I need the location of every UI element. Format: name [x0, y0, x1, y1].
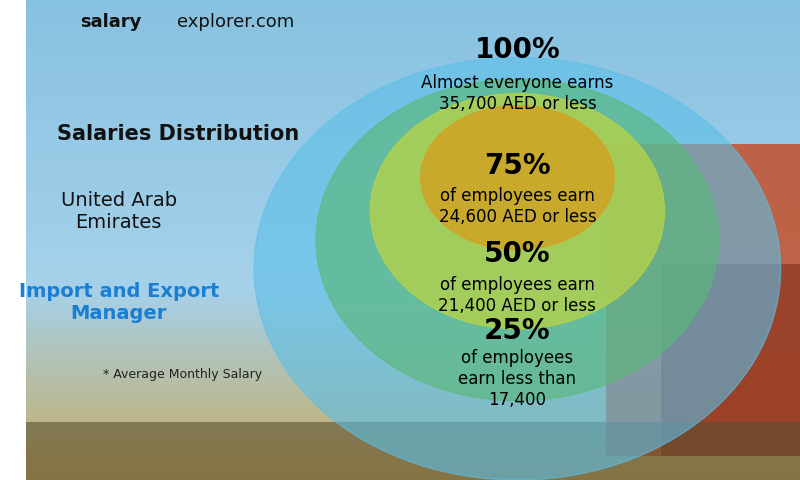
Text: of employees
earn less than
17,400: of employees earn less than 17,400 — [458, 349, 577, 409]
Text: 75%: 75% — [484, 152, 550, 180]
Text: 25%: 25% — [484, 317, 550, 345]
Ellipse shape — [254, 58, 781, 480]
Text: of employees earn
21,400 AED or less: of employees earn 21,400 AED or less — [438, 276, 596, 314]
Bar — [26, 422, 800, 480]
Text: 50%: 50% — [484, 240, 550, 268]
Text: of employees earn
24,600 AED or less: of employees earn 24,600 AED or less — [438, 187, 596, 226]
Text: * Average Monthly Salary: * Average Monthly Salary — [103, 368, 262, 381]
Text: Almost everyone earns
35,700 AED or less: Almost everyone earns 35,700 AED or less — [422, 74, 614, 113]
Text: 100%: 100% — [474, 36, 560, 64]
Ellipse shape — [370, 94, 665, 329]
Bar — [661, 264, 800, 456]
Text: salary: salary — [80, 12, 142, 31]
Text: Import and Export
Manager: Import and Export Manager — [18, 282, 219, 323]
Text: Salaries Distribution: Salaries Distribution — [57, 124, 299, 144]
Ellipse shape — [316, 79, 718, 401]
Text: United Arab
Emirates: United Arab Emirates — [61, 191, 177, 232]
Text: explorer.com: explorer.com — [177, 12, 294, 31]
Bar — [606, 144, 800, 456]
Ellipse shape — [421, 106, 614, 250]
